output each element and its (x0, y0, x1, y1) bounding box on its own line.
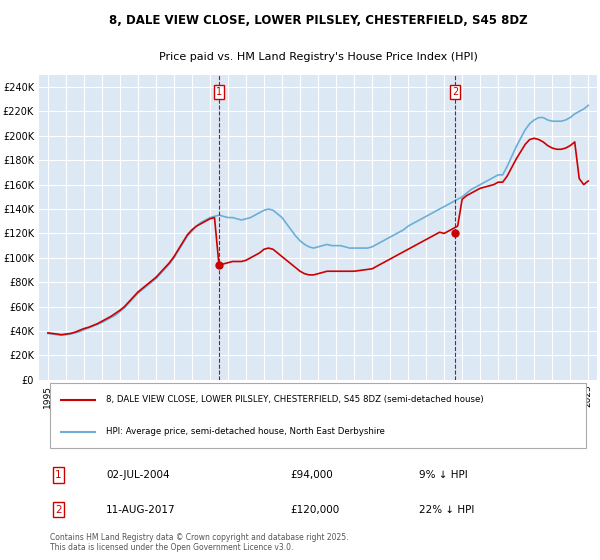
Text: 1: 1 (216, 87, 222, 97)
Text: £94,000: £94,000 (290, 470, 333, 480)
Text: HPI: Average price, semi-detached house, North East Derbyshire: HPI: Average price, semi-detached house,… (106, 427, 385, 436)
Text: Contains HM Land Registry data © Crown copyright and database right 2025.
This d: Contains HM Land Registry data © Crown c… (50, 533, 349, 552)
Text: 9% ↓ HPI: 9% ↓ HPI (419, 470, 467, 480)
Text: 2: 2 (452, 87, 458, 97)
Text: 8, DALE VIEW CLOSE, LOWER PILSLEY, CHESTERFIELD, S45 8DZ (semi-detached house): 8, DALE VIEW CLOSE, LOWER PILSLEY, CHEST… (106, 395, 484, 404)
Text: 22% ↓ HPI: 22% ↓ HPI (419, 505, 474, 515)
Text: 11-AUG-2017: 11-AUG-2017 (106, 505, 176, 515)
Text: £120,000: £120,000 (290, 505, 340, 515)
Text: 2: 2 (55, 505, 62, 515)
Text: 02-JUL-2004: 02-JUL-2004 (106, 470, 170, 480)
Text: 1: 1 (55, 470, 62, 480)
Text: Price paid vs. HM Land Registry's House Price Index (HPI): Price paid vs. HM Land Registry's House … (158, 52, 478, 62)
FancyBboxPatch shape (50, 384, 586, 448)
Text: 8, DALE VIEW CLOSE, LOWER PILSLEY, CHESTERFIELD, S45 8DZ: 8, DALE VIEW CLOSE, LOWER PILSLEY, CHEST… (109, 15, 527, 27)
